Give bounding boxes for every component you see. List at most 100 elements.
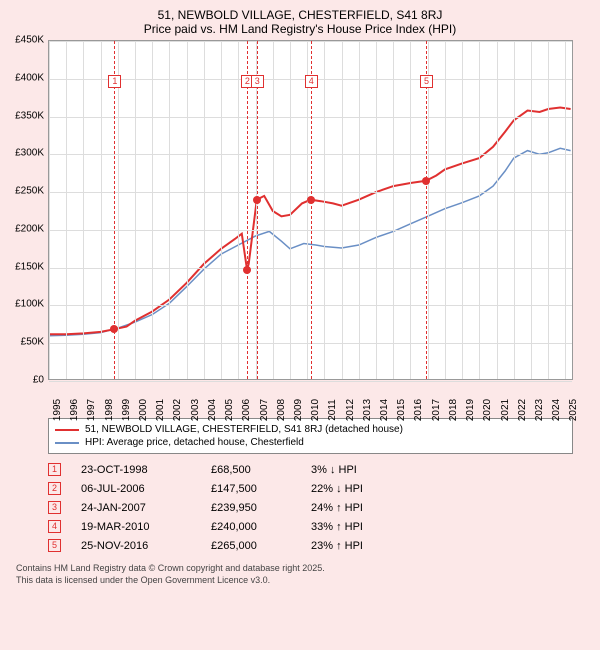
event-pct: 3% ↓ HPI	[311, 464, 421, 476]
x-tick-label: 2023	[534, 399, 545, 421]
x-tick-label: 2015	[396, 399, 407, 421]
x-tick-label: 2008	[276, 399, 287, 421]
gridline	[290, 41, 291, 379]
gridline	[342, 41, 343, 379]
event-price: £68,500	[211, 464, 311, 476]
gridline	[548, 41, 549, 379]
event-row: 2 06-JUL-2006£147,50022% ↓ HPI	[48, 479, 573, 498]
y-tick-label: £350K	[15, 110, 44, 121]
x-tick-label: 1995	[52, 399, 63, 421]
x-tick-label: 2021	[500, 399, 511, 421]
event-price: £147,500	[211, 483, 311, 495]
gridline	[66, 41, 67, 379]
event-pct: 22% ↓ HPI	[311, 483, 421, 495]
gridline	[324, 41, 325, 379]
x-tick-label: 2012	[345, 399, 356, 421]
x-tick-label: 2022	[517, 399, 528, 421]
page-container: 51, NEWBOLD VILLAGE, CHESTERFIELD, S41 8…	[0, 0, 600, 650]
x-tick-label: 2005	[224, 399, 235, 421]
gridline	[376, 41, 377, 379]
x-tick-label: 2024	[551, 399, 562, 421]
event-date: 06-JUL-2006	[81, 483, 211, 495]
y-tick-label: £150K	[15, 261, 44, 272]
event-row-marker: 2	[48, 482, 61, 495]
x-tick-label: 1998	[104, 399, 115, 421]
x-tick-label: 2009	[293, 399, 304, 421]
hpi-line	[49, 148, 571, 335]
y-tick-label: £300K	[15, 148, 44, 159]
legend-swatch-blue	[55, 442, 79, 444]
x-tick-label: 2007	[259, 399, 270, 421]
chart-subtitle: Price paid vs. HM Land Registry's House …	[8, 22, 592, 36]
event-dot	[422, 177, 430, 185]
event-marker: 3	[251, 75, 264, 88]
price-paid-line	[49, 108, 571, 335]
chart-title: 51, NEWBOLD VILLAGE, CHESTERFIELD, S41 8…	[8, 8, 592, 22]
event-marker: 5	[420, 75, 433, 88]
plot-area: 12345	[48, 40, 573, 380]
event-row-marker: 5	[48, 539, 61, 552]
event-dot	[110, 325, 118, 333]
event-row: 5 25-NOV-2016£265,00023% ↑ HPI	[48, 536, 573, 555]
gridline	[497, 41, 498, 379]
x-tick-label: 2001	[155, 399, 166, 421]
gridline	[445, 41, 446, 379]
x-tick-label: 2018	[448, 399, 459, 421]
footnote-line2: This data is licensed under the Open Gov…	[16, 575, 592, 587]
gridline	[428, 41, 429, 379]
y-axis-labels: £0£50K£100K£150K£200K£250K£300K£350K£400…	[8, 40, 46, 380]
gridline	[169, 41, 170, 379]
y-tick-label: £250K	[15, 186, 44, 197]
legend-label-blue: HPI: Average price, detached house, Ches…	[85, 437, 304, 448]
x-tick-label: 2020	[482, 399, 493, 421]
gridline	[49, 41, 50, 379]
event-pct: 33% ↑ HPI	[311, 521, 421, 533]
gridline	[462, 41, 463, 379]
event-pct: 23% ↑ HPI	[311, 540, 421, 552]
x-tick-label: 2010	[310, 399, 321, 421]
gridline	[479, 41, 480, 379]
x-tick-label: 2025	[568, 399, 579, 421]
x-tick-label: 2017	[431, 399, 442, 421]
event-row: 419-MAR-2010£240,00033% ↑ HPI	[48, 517, 573, 536]
y-tick-label: £450K	[15, 35, 44, 46]
gridline	[135, 41, 136, 379]
footnote-line1: Contains HM Land Registry data © Crown c…	[16, 563, 592, 575]
y-tick-label: £400K	[15, 72, 44, 83]
legend: 51, NEWBOLD VILLAGE, CHESTERFIELD, S41 8…	[48, 418, 573, 454]
gridline	[101, 41, 102, 379]
x-tick-label: 2016	[413, 399, 424, 421]
event-date: 23-OCT-1998	[81, 464, 211, 476]
x-tick-label: 1997	[86, 399, 97, 421]
x-tick-label: 1996	[69, 399, 80, 421]
event-row: 324-JAN-2007£239,95024% ↑ HPI	[48, 498, 573, 517]
x-tick-label: 2019	[465, 399, 476, 421]
event-line	[426, 41, 427, 379]
event-row-marker: 4	[48, 520, 61, 533]
gridline	[221, 41, 222, 379]
y-tick-label: £200K	[15, 223, 44, 234]
event-line	[257, 41, 258, 379]
gridline	[273, 41, 274, 379]
y-tick-label: £50K	[21, 337, 44, 348]
chart-area: £0£50K£100K£150K£200K£250K£300K£350K£400…	[48, 40, 600, 410]
x-tick-label: 1999	[121, 399, 132, 421]
gridline	[307, 41, 308, 379]
legend-label-red: 51, NEWBOLD VILLAGE, CHESTERFIELD, S41 8…	[85, 424, 403, 435]
event-price: £265,000	[211, 540, 311, 552]
event-dot	[253, 196, 261, 204]
x-tick-label: 2003	[190, 399, 201, 421]
events-table: 123-OCT-1998£68,5003% ↓ HPI206-JUL-2006£…	[48, 460, 573, 555]
event-line	[247, 41, 248, 379]
x-tick-label: 2013	[362, 399, 373, 421]
event-date: 25-NOV-2016	[81, 540, 211, 552]
y-tick-label: £0	[33, 375, 44, 386]
event-price: £239,950	[211, 502, 311, 514]
gridline	[565, 41, 566, 379]
event-line	[311, 41, 312, 379]
gridline	[531, 41, 532, 379]
event-marker: 1	[108, 75, 121, 88]
x-axis-labels: 1995199619971998199920002001200220032004…	[48, 382, 573, 412]
event-date: 24-JAN-2007	[81, 502, 211, 514]
gridline	[359, 41, 360, 379]
